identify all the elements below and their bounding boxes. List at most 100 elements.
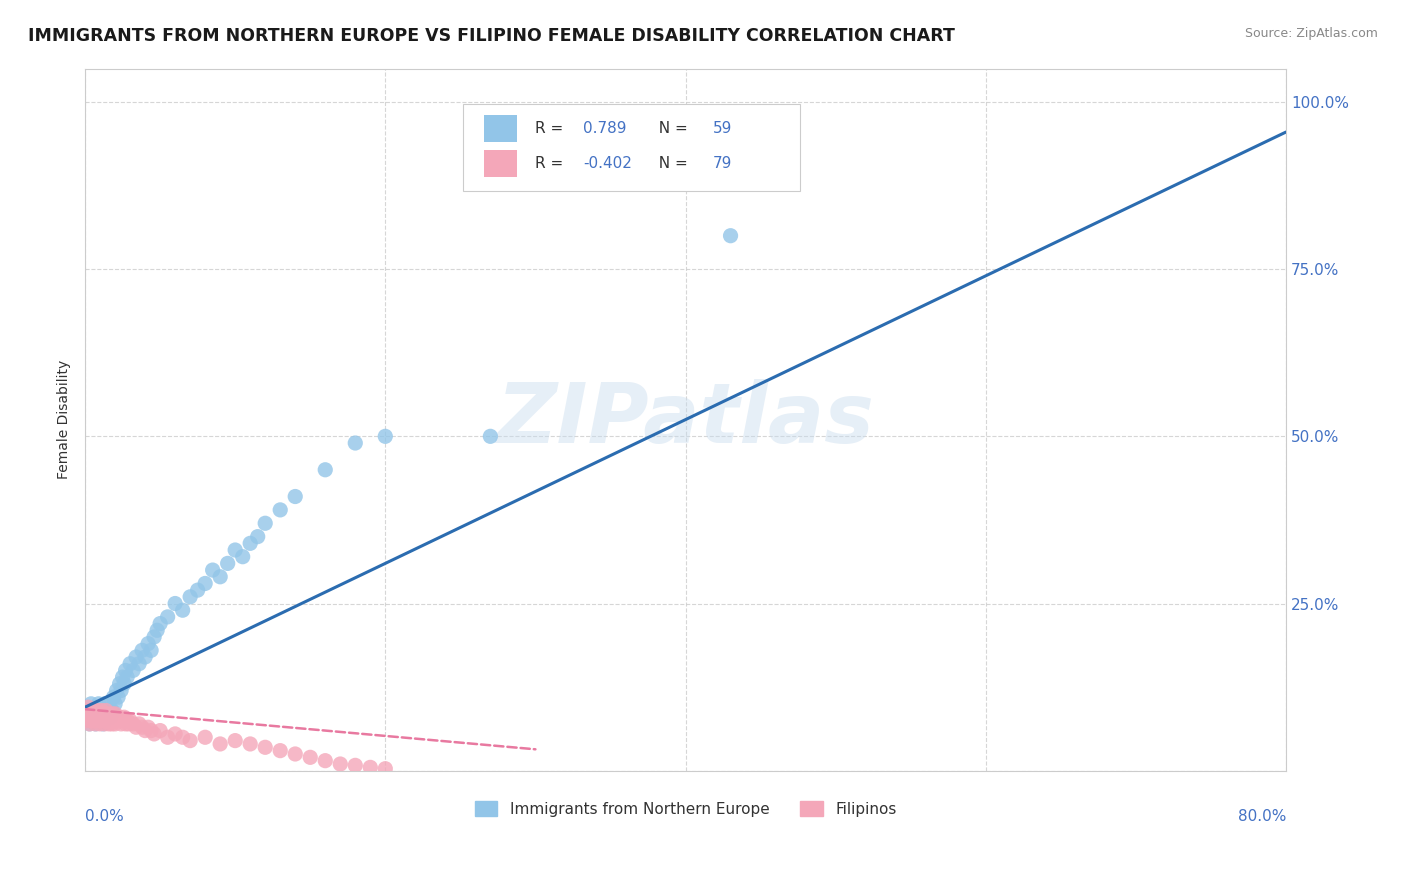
Point: [100, 710, 122, 724]
Text: Source: ZipAtlas.com: Source: ZipAtlas.com: [1244, 27, 1378, 40]
Point: [269, 744, 291, 758]
Point: [76, 704, 98, 718]
Point: [314, 463, 336, 477]
Point: [91, 706, 114, 721]
Point: [93, 697, 115, 711]
Point: [79, 717, 101, 731]
Point: [79, 717, 101, 731]
Point: [134, 650, 156, 665]
Point: [108, 677, 131, 691]
Point: [103, 714, 125, 728]
Point: [90, 710, 112, 724]
Point: [82, 706, 104, 721]
Point: [105, 683, 128, 698]
Point: [125, 650, 148, 665]
Text: ZIPatlas: ZIPatlas: [496, 379, 875, 460]
Text: N =: N =: [650, 120, 693, 136]
Point: [84, 717, 107, 731]
Point: [165, 597, 187, 611]
Point: [86, 704, 108, 718]
Point: [139, 643, 162, 657]
Point: [107, 714, 129, 728]
Point: [89, 706, 111, 721]
Point: [115, 714, 138, 728]
Point: [90, 704, 112, 718]
Point: [111, 670, 134, 684]
Point: [149, 616, 172, 631]
Point: [86, 710, 108, 724]
Point: [98, 717, 121, 731]
Point: [172, 731, 194, 745]
Point: [125, 720, 148, 734]
Point: [103, 690, 125, 705]
Text: N =: N =: [650, 156, 693, 170]
Point: [122, 717, 145, 731]
Point: [143, 630, 166, 644]
Point: [98, 697, 121, 711]
Point: [239, 536, 262, 550]
Point: [101, 706, 124, 721]
Text: 0.0%: 0.0%: [86, 809, 124, 824]
Point: [97, 710, 120, 724]
Point: [165, 727, 187, 741]
Point: [114, 664, 136, 678]
Point: [108, 710, 131, 724]
Point: [179, 733, 201, 747]
Point: [84, 717, 107, 731]
Point: [284, 747, 307, 761]
Point: [94, 710, 117, 724]
Point: [93, 717, 115, 731]
Y-axis label: Female Disability: Female Disability: [58, 360, 72, 479]
Point: [114, 717, 136, 731]
Point: [101, 717, 124, 731]
Point: [139, 723, 162, 738]
Point: [156, 731, 179, 745]
Point: [84, 710, 107, 724]
Point: [104, 706, 127, 721]
Point: [172, 603, 194, 617]
Point: [100, 714, 122, 728]
Point: [122, 664, 145, 678]
Point: [194, 731, 217, 745]
Point: [314, 754, 336, 768]
Text: R =: R =: [536, 120, 568, 136]
Text: -0.402: -0.402: [583, 156, 633, 170]
Point: [94, 704, 117, 718]
Point: [143, 727, 166, 741]
Point: [97, 704, 120, 718]
Point: [149, 723, 172, 738]
Point: [77, 704, 100, 718]
Point: [136, 720, 159, 734]
Point: [86, 706, 108, 721]
Point: [246, 530, 269, 544]
Point: [479, 429, 502, 443]
Point: [110, 717, 132, 731]
Point: [76, 714, 98, 728]
Point: [89, 717, 111, 731]
Point: [77, 710, 100, 724]
Point: [117, 717, 139, 731]
Point: [91, 714, 114, 728]
FancyBboxPatch shape: [484, 115, 517, 142]
Point: [103, 710, 125, 724]
Point: [87, 697, 110, 711]
Point: [131, 720, 153, 734]
Point: [224, 733, 246, 747]
Point: [187, 583, 209, 598]
Point: [75, 706, 97, 721]
Text: 0.789: 0.789: [583, 120, 627, 136]
Point: [209, 737, 232, 751]
Point: [100, 710, 122, 724]
Point: [115, 670, 138, 684]
FancyBboxPatch shape: [464, 103, 800, 192]
Point: [217, 557, 239, 571]
Point: [344, 758, 367, 772]
Point: [156, 610, 179, 624]
Point: [77, 700, 100, 714]
Point: [104, 717, 127, 731]
Point: [101, 704, 124, 718]
Point: [98, 706, 121, 721]
Point: [131, 643, 153, 657]
Point: [209, 570, 232, 584]
Point: [201, 563, 224, 577]
